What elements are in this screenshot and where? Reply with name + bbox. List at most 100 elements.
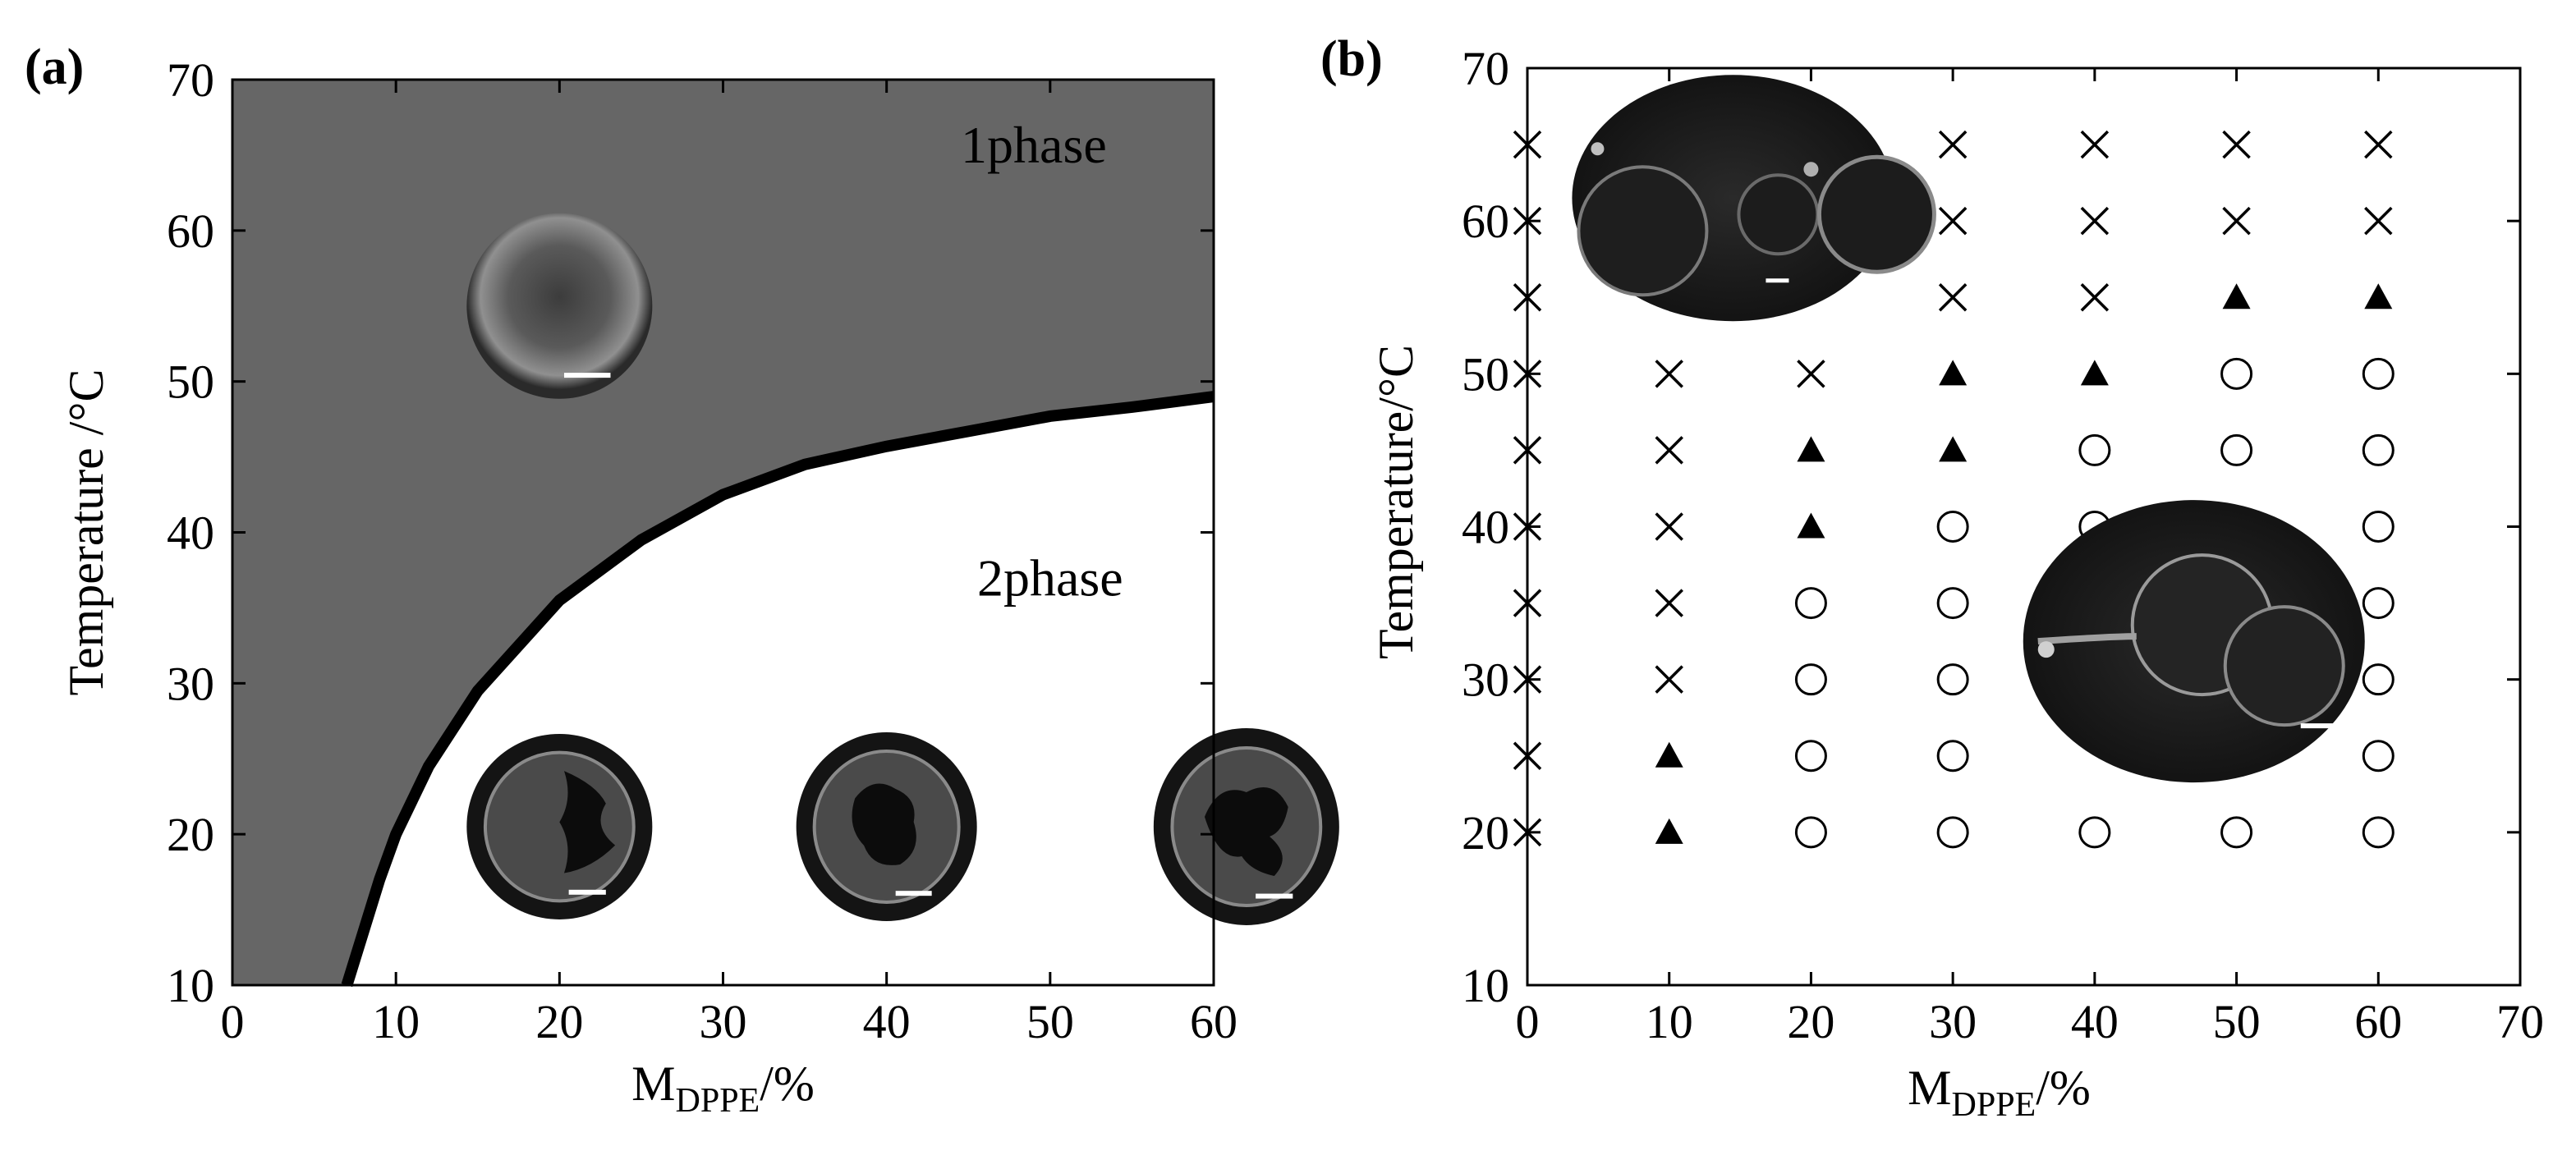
scale-bar xyxy=(895,891,932,896)
y-tick-label: 10 xyxy=(1462,959,1509,1012)
circle-marker xyxy=(2078,816,2111,849)
cross-marker xyxy=(1938,206,1968,236)
x-tick-label: 60 xyxy=(1190,995,1237,1048)
micrograph-20 xyxy=(466,733,653,919)
y-tick-label: 30 xyxy=(1462,653,1509,707)
cross-marker xyxy=(1938,283,1968,312)
micrograph-low-temp xyxy=(2023,500,2365,783)
circle-marker xyxy=(2220,433,2253,466)
cross-marker xyxy=(1797,360,1825,388)
x-tick-label: 60 xyxy=(2354,995,2402,1048)
region-label-2phase: 2phase xyxy=(977,549,1123,608)
panel-a-label: (a) xyxy=(25,39,84,95)
circle-marker xyxy=(1936,740,1969,773)
cross-marker xyxy=(1513,512,1542,541)
dark-domain xyxy=(559,771,616,873)
x-tick-label: 0 xyxy=(221,995,245,1048)
bright-spot xyxy=(1591,142,1605,156)
circle-marker xyxy=(2220,357,2253,390)
cross-marker xyxy=(1513,818,1542,847)
triangle-marker xyxy=(1655,741,1683,768)
vesicle-body xyxy=(484,752,634,901)
micrograph-high-temp xyxy=(1572,75,1936,322)
y-tick-label: 20 xyxy=(1462,806,1509,860)
triangle-marker xyxy=(1797,436,1825,462)
vesicle-rim xyxy=(483,750,636,903)
cross-marker xyxy=(2080,206,2110,236)
circle-marker xyxy=(1794,740,1827,773)
y-tick-label: 50 xyxy=(167,355,214,409)
scale-bar xyxy=(568,889,606,895)
x-tick-label: 20 xyxy=(535,995,583,1048)
vesicle-outline xyxy=(2223,605,2345,727)
circle-marker xyxy=(1936,511,1969,543)
vesicle-rim xyxy=(1170,745,1323,907)
x-tick-label: 70 xyxy=(2496,995,2544,1048)
cross-marker xyxy=(2364,206,2393,236)
x-axis-title-tail: /% xyxy=(760,1057,815,1111)
cross-marker xyxy=(1513,665,1542,694)
circle-marker xyxy=(2362,587,2395,620)
triangle-marker xyxy=(1939,436,1968,462)
micrograph-1phase xyxy=(466,213,653,399)
cross-marker xyxy=(1513,360,1542,388)
membrane-tube xyxy=(2037,633,2137,645)
triangle-marker xyxy=(1655,818,1683,844)
x-tick-label: 40 xyxy=(863,995,911,1048)
circle-marker xyxy=(1794,816,1827,849)
bright-spot xyxy=(2037,641,2055,658)
vesicle-outline xyxy=(1577,165,1709,297)
circle-marker xyxy=(2220,816,2253,849)
y-tick-label: 70 xyxy=(167,53,214,107)
cross-marker xyxy=(2364,130,2393,159)
x-tick-label: 30 xyxy=(700,995,747,1048)
circle-marker xyxy=(2362,357,2395,390)
cross-marker xyxy=(1513,206,1542,236)
circle-marker xyxy=(1936,816,1969,849)
y-tick-label: 40 xyxy=(167,507,214,560)
cross-marker xyxy=(1513,436,1542,465)
x-axis-title-sub: DPPE xyxy=(676,1082,760,1120)
bright-spot xyxy=(1803,162,1819,177)
cross-marker xyxy=(1655,512,1683,541)
cross-marker xyxy=(1655,665,1683,694)
triangle-marker xyxy=(2080,360,2109,386)
micrographs-b xyxy=(1572,75,2365,783)
y-tick-label: 60 xyxy=(1462,195,1509,248)
y-axis-title-a: Temperature /°C xyxy=(59,369,113,696)
dark-domain xyxy=(852,783,916,865)
x-tick-label: 50 xyxy=(1026,995,1074,1048)
circle-marker xyxy=(1936,587,1969,620)
cross-marker xyxy=(1655,589,1683,617)
panel-b-label: (b) xyxy=(1320,31,1383,87)
y-axis-title-b: Temperature/°C xyxy=(1369,345,1423,659)
x-tick-label: 50 xyxy=(2213,995,2261,1048)
cross-marker xyxy=(1938,130,1968,159)
cross-marker xyxy=(2222,130,2251,159)
scale-bar xyxy=(2300,723,2345,729)
y-tick-label: 70 xyxy=(1462,42,1509,95)
cross-marker xyxy=(2080,130,2110,159)
vesicle-outline xyxy=(1816,154,1936,274)
vesicle-disc xyxy=(466,213,653,399)
region-label-1phase: 1phase xyxy=(961,116,1107,174)
x-tick-label: 40 xyxy=(2071,995,2119,1048)
y-tick-label: 30 xyxy=(167,657,214,710)
x-tick-label: 10 xyxy=(1646,995,1693,1048)
micrographs-a xyxy=(466,213,1339,925)
cross-marker xyxy=(1513,283,1542,312)
micrograph-40 xyxy=(796,731,977,921)
cross-marker xyxy=(1513,589,1542,617)
scale-bar xyxy=(563,373,611,378)
vesicle-outline xyxy=(1737,173,1820,256)
cross-marker xyxy=(1655,436,1683,465)
scale-bar xyxy=(1256,893,1293,899)
circle-marker xyxy=(2362,663,2395,696)
phase-regions xyxy=(232,80,1214,985)
dark-domain xyxy=(1204,786,1288,876)
circle-marker xyxy=(2362,816,2395,849)
circle-marker xyxy=(2362,511,2395,543)
